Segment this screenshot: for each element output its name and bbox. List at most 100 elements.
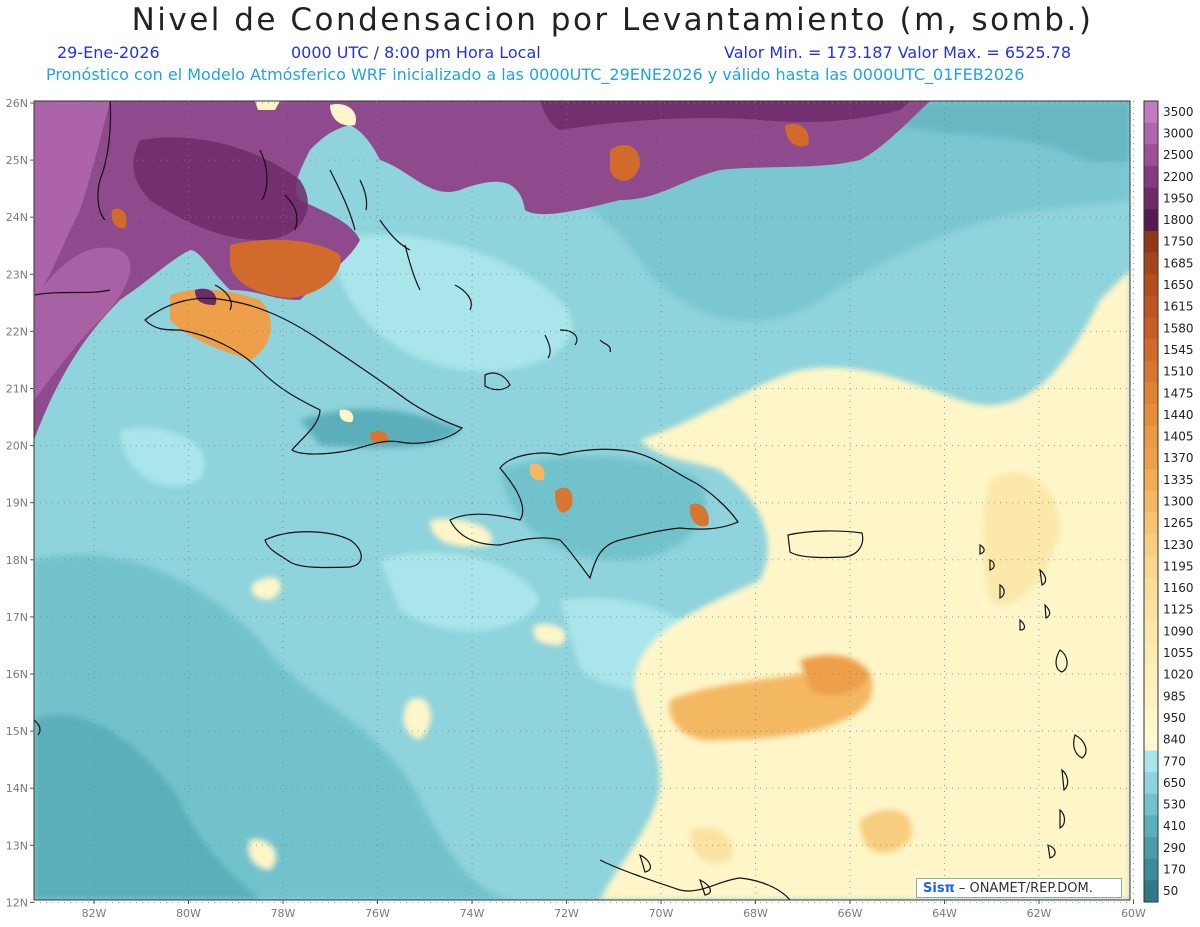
lon-label: 64W xyxy=(932,907,957,920)
lon-label: 60W xyxy=(1121,907,1146,920)
colorbar-label: 530 xyxy=(1163,798,1186,812)
purple-dark-2 xyxy=(540,101,910,130)
colorbar-label: 50 xyxy=(1163,884,1178,898)
colorbar-swatch xyxy=(1144,317,1158,340)
colorbar-label: 1335 xyxy=(1163,473,1194,487)
lat-label: 13N xyxy=(6,839,28,852)
colorbar-label: 1265 xyxy=(1163,516,1194,530)
forecast-time: 0000 UTC / 8:00 pm Hora Local xyxy=(291,43,541,62)
colorbar-swatch xyxy=(1144,620,1158,643)
lon-label: 76W xyxy=(365,907,390,920)
colorbar-label: 1475 xyxy=(1163,386,1194,400)
colorbar-label: 1055 xyxy=(1163,646,1194,660)
colorbar-swatch xyxy=(1144,274,1158,297)
map-title: Nivel de Condensacion por Levantamiento … xyxy=(131,2,1094,38)
colorbar-label: 290 xyxy=(1163,841,1186,855)
lat-label: 24N xyxy=(6,211,28,224)
colorbar-label: 770 xyxy=(1163,754,1186,768)
colorbar-swatch xyxy=(1144,469,1158,492)
colorbar-swatch xyxy=(1144,490,1158,513)
colorbar-swatch xyxy=(1144,165,1158,189)
lat-label: 17N xyxy=(6,611,28,624)
sispi-logo: Sisπ xyxy=(923,881,955,896)
lat-label: 25N xyxy=(6,154,28,167)
colorbar-swatch xyxy=(1144,685,1158,708)
colorbar-label: 1580 xyxy=(1163,321,1194,335)
colorbar-swatch xyxy=(1144,447,1158,470)
min-max-values: Valor Min. = 173.187 Valor Max. = 6525.7… xyxy=(724,43,1072,62)
lat-label: 19N xyxy=(6,497,28,510)
colorbar-swatch xyxy=(1144,187,1158,210)
coastlines xyxy=(34,101,1087,900)
colorbar-swatch xyxy=(1144,598,1158,622)
lat-label: 23N xyxy=(6,268,28,281)
lat-label: 21N xyxy=(6,383,28,396)
colorbar-label: 3000 xyxy=(1163,126,1194,140)
island-hotspots xyxy=(339,409,709,527)
forecast-date: 29-Ene-2026 xyxy=(57,43,160,62)
colorbar-label: 2500 xyxy=(1163,148,1194,162)
lat-label: 12N xyxy=(6,896,28,909)
lon-label: 68W xyxy=(743,907,768,920)
colorbar-label: 410 xyxy=(1163,819,1186,833)
colorbar-swatch xyxy=(1144,815,1158,838)
colorbar-swatch xyxy=(1144,382,1158,405)
longitude-labels: 82W 80W 78W 76W 74W 72W 70W 68W 66W 64W 62W 60W xyxy=(82,900,1146,920)
colorbar-label: 1800 xyxy=(1163,213,1194,227)
colorbar-label: 2200 xyxy=(1163,170,1194,184)
colorbar-label: 1750 xyxy=(1163,235,1194,249)
lon-label: 78W xyxy=(271,907,296,920)
colorbar-label: 1230 xyxy=(1163,538,1194,552)
colorbar-label: 1545 xyxy=(1163,343,1194,357)
lon-label: 72W xyxy=(554,907,579,920)
colorbar-label: 170 xyxy=(1163,863,1186,877)
map-frame xyxy=(33,100,1131,901)
colorbar-swatch xyxy=(1144,533,1158,557)
colorbar-swatch xyxy=(1144,101,1158,124)
colorbar-swatch xyxy=(1144,295,1158,318)
colorbar-label: 1650 xyxy=(1163,278,1194,292)
latitude-labels: 26N 25N 24N 23N 22N 21N 20N 19N 18N 17N 16N 15N 14N 1… xyxy=(6,97,34,909)
colorbar-label: 1090 xyxy=(1163,624,1194,638)
colorbar-label: 1370 xyxy=(1163,451,1194,465)
colorbar-swatch xyxy=(1144,880,1158,903)
colorbar-swatch xyxy=(1144,230,1158,254)
lat-label: 14N xyxy=(6,782,28,795)
lon-label: 66W xyxy=(838,907,863,920)
purple-dark xyxy=(133,137,308,240)
lon-label: 74W xyxy=(460,907,485,920)
colorbar-label: 3500 xyxy=(1163,105,1194,119)
colorbar-label: 1685 xyxy=(1163,256,1194,270)
lat-label: 20N xyxy=(6,440,28,453)
lon-label: 80W xyxy=(176,907,201,920)
colorbar-swatch xyxy=(1144,144,1158,167)
colorbar-swatch xyxy=(1144,360,1158,383)
colorbar-label: 1195 xyxy=(1163,559,1194,573)
colorbar-swatch xyxy=(1144,663,1158,687)
colorbar-label: 1405 xyxy=(1163,430,1194,444)
model-description: Pronóstico con el Modelo Atmósferico WRF… xyxy=(46,65,1025,84)
colorbar-swatch xyxy=(1144,577,1158,600)
purple-light-2 xyxy=(34,247,131,400)
colorbar-label: 840 xyxy=(1163,733,1186,747)
colorbar-swatch xyxy=(1144,772,1158,795)
colorbar-label: 1615 xyxy=(1163,300,1194,314)
colorbar-label: 1160 xyxy=(1163,581,1194,595)
colorbar-swatch xyxy=(1144,555,1158,578)
colorbar-label: 1020 xyxy=(1163,668,1194,682)
lat-label: 18N xyxy=(6,554,28,567)
colorbar-swatch xyxy=(1144,512,1158,535)
lat-label: 16N xyxy=(6,668,28,681)
colorbar-frame xyxy=(1143,100,1159,903)
colorbar-swatch xyxy=(1144,728,1158,751)
colorbar-swatch xyxy=(1144,252,1158,275)
colorbar-label: 1510 xyxy=(1163,365,1194,379)
colorbar-label: 650 xyxy=(1163,776,1186,790)
credit-box: Sisπ – ONAMET/REP.DOM. xyxy=(916,878,1122,898)
teal-contours xyxy=(34,101,1130,900)
lon-label: 70W xyxy=(649,907,674,920)
colorbar-swatch xyxy=(1144,209,1158,232)
colorbar-swatch xyxy=(1144,750,1158,773)
lat-label: 26N xyxy=(6,97,28,110)
